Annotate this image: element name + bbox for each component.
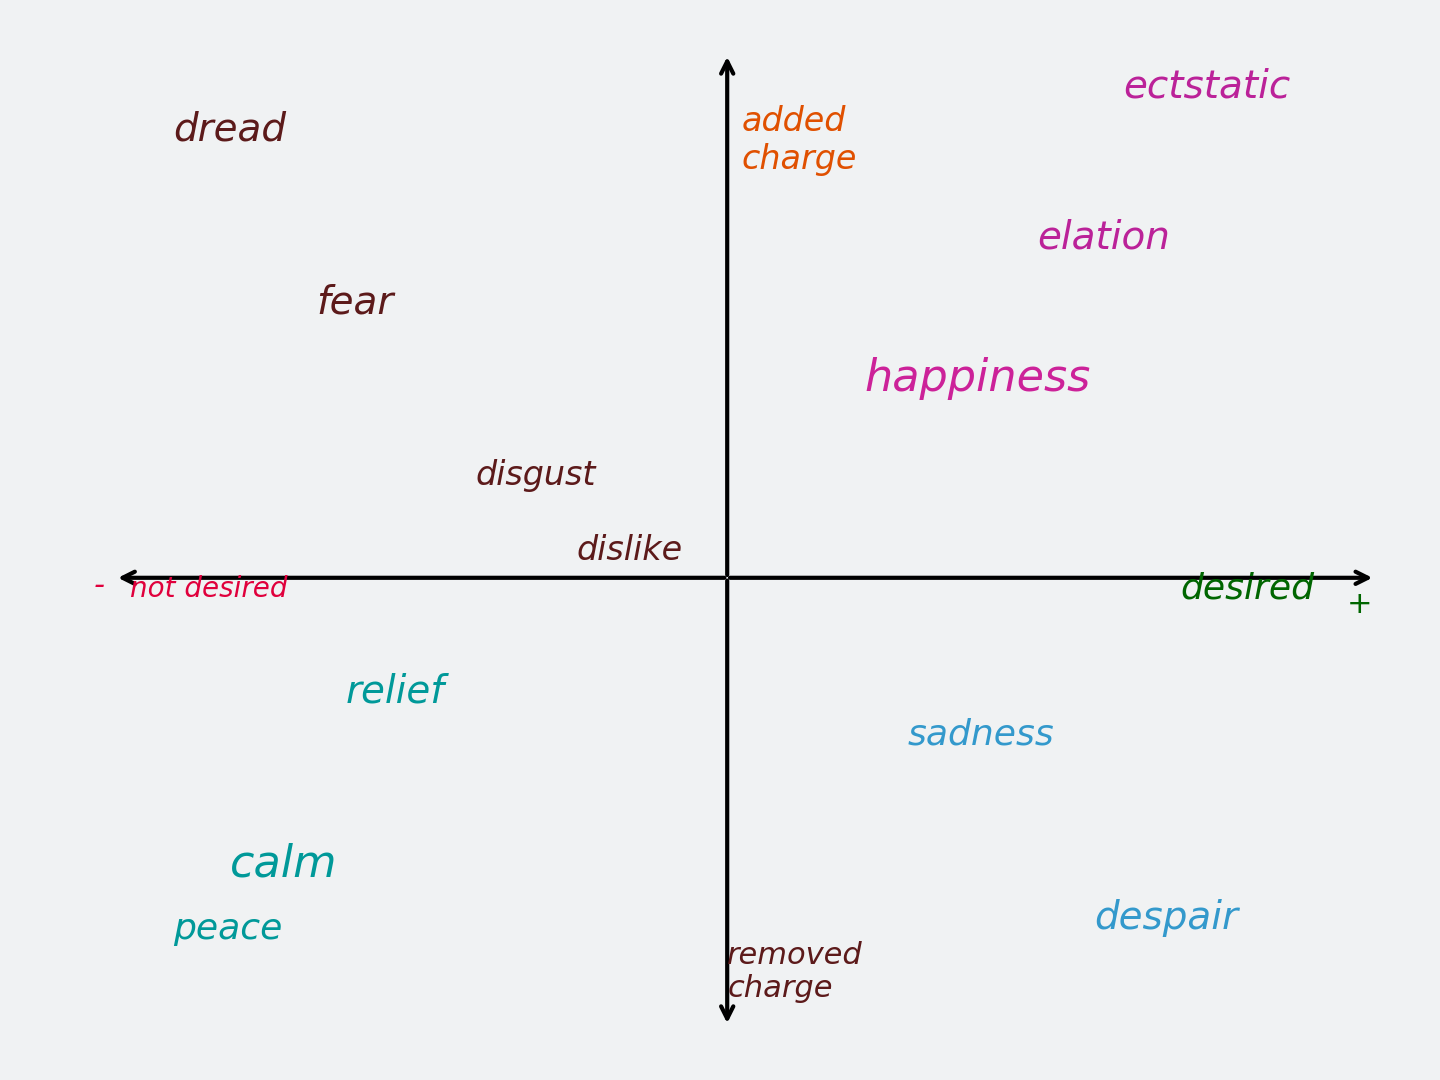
Text: +: + (1346, 591, 1372, 619)
Text: calm: calm (230, 842, 338, 886)
Text: not desired: not desired (130, 575, 287, 603)
Text: elation: elation (1037, 218, 1169, 257)
Text: desired: desired (1181, 571, 1315, 606)
Text: disgust: disgust (475, 459, 596, 491)
Text: -: - (94, 571, 105, 599)
Text: happiness: happiness (864, 356, 1090, 400)
Text: removed
charge: removed charge (727, 941, 863, 1003)
Text: peace: peace (173, 912, 282, 946)
Text: ectstatic: ectstatic (1123, 67, 1290, 106)
Text: despair: despair (1094, 899, 1238, 937)
Text: added
charge: added charge (742, 105, 857, 176)
Text: sadness: sadness (907, 717, 1054, 752)
Text: fear: fear (317, 283, 395, 322)
Text: relief: relief (346, 672, 445, 711)
Text: dread: dread (173, 110, 285, 149)
Text: dislike: dislike (576, 535, 683, 567)
